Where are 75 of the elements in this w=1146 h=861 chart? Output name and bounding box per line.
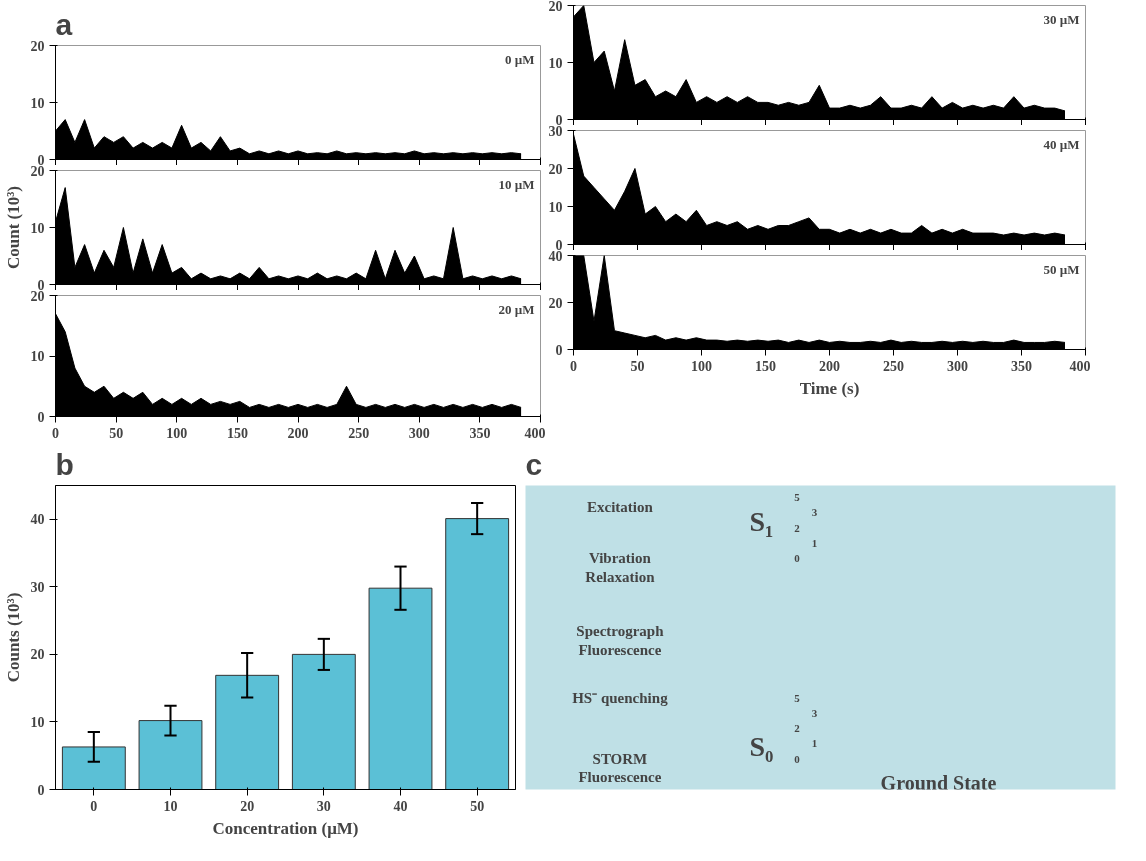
bar [61, 746, 126, 790]
x-tick-label: 50 [109, 425, 124, 441]
y-tick-label: 0 [555, 342, 563, 358]
annotation: 30 µM [1043, 11, 1080, 27]
x-tick-label: 150 [226, 425, 248, 441]
x-tick-label: 300 [408, 425, 430, 441]
y-tick-label: 20 [30, 38, 45, 54]
text: 1 [811, 737, 818, 750]
y-axis-title: Counts (10³) [3, 592, 23, 683]
text: 0 [794, 551, 801, 564]
x-axis-title: Concentration (μM) [212, 818, 359, 838]
text: Spectrograph Fluorescence [576, 623, 665, 658]
y-tick-label: 0 [37, 782, 45, 798]
chart-title: a [55, 7, 73, 41]
x-tick-label: 300 [947, 358, 968, 374]
x-tick-label: 50 [470, 798, 485, 814]
text: 0 [794, 752, 801, 765]
y-tick-label: 20 [548, 295, 563, 311]
annotation: 20 µM [498, 301, 535, 317]
y-tick-label: 10 [548, 55, 563, 71]
bar [215, 674, 280, 790]
bar [445, 518, 510, 790]
y-tick-label: 10 [548, 199, 563, 215]
x-tick-label: 400 [524, 425, 546, 441]
annotation: 40 µM [1043, 136, 1080, 152]
y-tick-label: 10 [30, 714, 45, 730]
text: 2 [794, 521, 801, 534]
annotation: 10 µM [498, 176, 535, 192]
bar [291, 653, 356, 790]
text: S₀ [749, 731, 774, 763]
x-tick-label: 200 [819, 358, 840, 374]
y-axis-title: Count (10³) [3, 185, 23, 270]
y-tick-label: 40 [30, 512, 45, 528]
text: 5 [794, 491, 801, 504]
y-tick-label: 20 [548, 0, 563, 14]
y-tick-label: 30 [30, 579, 45, 595]
x-tick-label: 350 [469, 425, 491, 441]
bar [138, 720, 203, 790]
x-tick-label: 250 [348, 425, 370, 441]
x-tick-label: 100 [691, 358, 712, 374]
x-tick-label: 0 [52, 425, 59, 441]
x-tick-label: 0 [90, 798, 98, 814]
x-tick-label: 350 [1011, 358, 1032, 374]
x-tick-label: 0 [570, 358, 577, 374]
text: 1 [811, 536, 818, 549]
text: Vibration Relaxation [585, 550, 656, 585]
text: Excitation [586, 498, 654, 515]
y-tick-label: 10 [30, 95, 45, 111]
x-tick-label: 150 [755, 358, 776, 374]
text: S₁ [749, 506, 774, 538]
x-tick-label: 50 [630, 358, 645, 374]
text: 2 [794, 722, 801, 735]
text: STORM Fluorescence [578, 751, 662, 786]
x-tick-label: 30 [316, 798, 331, 814]
y-tick-label: 20 [30, 647, 45, 663]
text: HS⁻ quenching [572, 690, 669, 707]
y-tick-label: 10 [30, 220, 45, 236]
bar [368, 587, 433, 790]
x-tick-label: 400 [1069, 358, 1091, 374]
x-tick-label: 40 [393, 798, 408, 814]
text: 3 [811, 707, 818, 719]
chart-title: b [55, 447, 74, 481]
y-tick-label: 20 [548, 161, 563, 177]
x-axis-title: Time (s) [799, 378, 860, 398]
annotation: 50 µM [1043, 261, 1080, 277]
y-tick-label: 0 [37, 409, 45, 425]
x-tick-label: 200 [287, 425, 309, 441]
text: 3 [811, 506, 818, 519]
text: 5 [794, 691, 801, 704]
x-tick-label: 10 [163, 798, 178, 814]
x-tick-label: 100 [166, 425, 188, 441]
text: c [525, 447, 543, 481]
annotation: 0 µM [504, 51, 535, 67]
x-tick-label: 250 [883, 358, 904, 374]
x-tick-label: 20 [240, 798, 255, 814]
